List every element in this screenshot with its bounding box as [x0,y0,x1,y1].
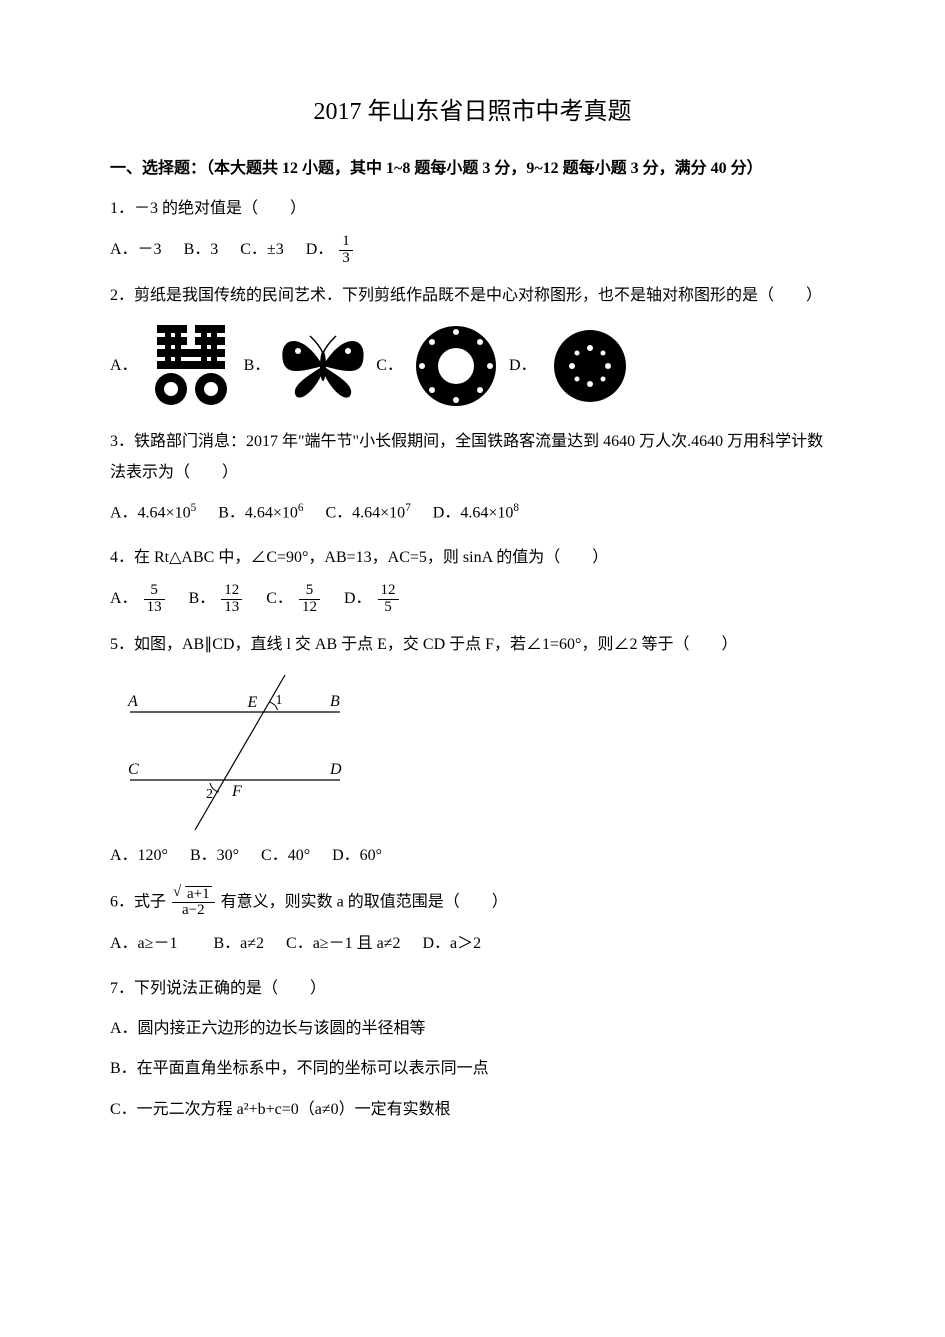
svg-text:C: C [128,761,139,778]
q4-d-label: D． [344,590,372,607]
q6-num: a+1 [172,886,215,904]
q1-d-num: 1 [339,234,353,251]
q4-b-num: 12 [221,583,242,600]
question-5: 5．如图，AB∥CD，直线 l 交 AB 于点 E，交 CD 于点 F，若∠1=… [110,630,835,660]
q4-a-frac: 513 [144,583,165,616]
round-floral-papercut-icon [545,321,635,411]
q5-opt-a: A．120° [110,841,168,871]
q4-d-den: 5 [378,600,399,616]
q4-opt-d: D． 125 [344,583,401,616]
q4-c-den: 12 [299,600,320,616]
svg-text:1: 1 [276,693,283,708]
q5-opt-c: C．40° [261,841,310,871]
q6-opt-d: D．a＞2 [422,929,481,959]
q3-d-base: D．4.64×10 [433,504,514,521]
question-3-options: A．4.64×105 B．4.64×106 C．4.64×107 D．4.64×… [110,498,835,529]
svg-text:A: A [127,693,138,710]
q7-opt-b: B．在平面直角坐标系中，不同的坐标可以表示同一点 [110,1054,835,1084]
page-title: 2017 年山东省日照市中考真题 [110,90,835,136]
section-1-header: 一、选择题：（本大题共 12 小题，其中 1~8 题每小题 3 分，9~12 题… [110,154,835,184]
q4-opt-b: B． 1213 [189,583,245,616]
q3-c-base: C．4.64×10 [325,504,405,521]
question-6: 6．式子 a+1 a−2 有意义，则实数 a 的取值范围是（ ） [110,886,835,920]
q3-opt-c: C．4.64×107 [325,498,410,529]
q3-b-base: B．4.64×10 [218,504,298,521]
question-5-options: A．120° B．30° C．40° D．60° [110,841,835,872]
q1-opt-d-label: D． [306,241,334,258]
q2-opt-c-label: C． [376,351,403,381]
question-1-options: A．－3 B．3 C．±3 D． 1 3 [110,234,835,267]
q2-opt-d-label: D． [509,351,537,381]
q4-a-den: 13 [144,600,165,616]
q4-c-label: C． [266,590,293,607]
q4-opt-c: C． 512 [266,583,322,616]
q1-opt-c: C．±3 [240,235,283,265]
q3-opt-b: B．4.64×106 [218,498,303,529]
q6-sqrt: a+1 [175,886,212,903]
q6-opt-c: C．a≥－1 且 a≠2 [286,929,400,959]
q4-d-frac: 125 [378,583,399,616]
svg-text:B: B [330,693,340,710]
svg-text:D: D [329,761,342,778]
svg-text:2: 2 [206,787,213,802]
q5-opt-d: D．60° [332,841,382,871]
question-1: 1．－3 的绝对值是（ ） [110,194,835,224]
q7-opt-a: A．圆内接正六边形的边长与该圆的半径相等 [110,1014,835,1044]
q3-c-exp: 7 [405,502,411,514]
q5-diagram: A B C D E F 1 2 [110,670,835,835]
question-6-options: A．a≥－1 B．a≠2 C．a≥－1 且 a≠2 D．a＞2 [110,929,835,960]
q6-den: a−2 [172,903,215,919]
q6-frac: a+1 a−2 [172,886,215,920]
q2-opt-a-label: A． [110,351,138,381]
q6-opt-a: A．a≥－1 [110,929,177,959]
q1-opt-d-frac: 1 3 [339,234,353,267]
q4-c-frac: 512 [299,583,320,616]
question-7: 7．下列说法正确的是（ ） [110,974,835,1004]
question-3: 3．铁路部门消息：2017 年"端午节"小长假期间，全国铁路客流量达到 4640… [110,427,835,488]
butterfly-papercut-icon [278,321,368,411]
q3-d-exp: 8 [513,502,519,514]
q6-suffix: 有意义，则实数 a 的取值范围是（ ） [221,893,508,910]
q4-c-num: 5 [299,583,320,600]
svg-text:E: E [247,694,258,711]
q3-opt-a: A．4.64×105 [110,498,196,529]
q6-radicand: a+1 [185,886,212,903]
q5-opt-b: B．30° [190,841,239,871]
q6-prefix: 6．式子 [110,893,170,910]
q4-a-label: A． [110,590,138,607]
q3-b-exp: 6 [298,502,304,514]
wreath-papercut-icon [411,321,501,411]
q3-a-exp: 5 [191,502,197,514]
svg-text:F: F [231,783,242,800]
q4-b-frac: 1213 [221,583,242,616]
q1-opt-a: A．－3 [110,235,162,265]
q1-opt-d: D． 1 3 [306,234,355,267]
q3-opt-d: D．4.64×108 [433,498,519,529]
q6-opt-b: B．a≠2 [213,929,264,959]
q1-d-den: 3 [339,251,353,267]
q4-opt-a: A． 513 [110,583,167,616]
q2-opt-b-label: B． [244,351,271,381]
q4-b-den: 13 [221,600,242,616]
q4-b-label: B． [189,590,216,607]
question-2: 2．剪纸是我国传统的民间艺术．下列剪纸作品既不是中心对称图形，也不是轴对称图形的… [110,281,835,311]
question-4-options: A． 513 B． 1213 C． 512 D． 125 [110,583,835,616]
question-2-options: A． B． [110,321,835,411]
double-xi-papercut-icon [146,321,236,411]
q4-a-num: 5 [144,583,165,600]
q1-opt-b: B．3 [184,235,219,265]
q3-a-base: A．4.64×10 [110,504,191,521]
q7-opt-c: C．一元二次方程 a²+b+c=0（a≠0）一定有实数根 [110,1095,835,1125]
question-4: 4．在 Rt△ABC 中，∠C=90°，AB=13，AC=5，则 sinA 的值… [110,543,835,573]
q4-d-num: 12 [378,583,399,600]
